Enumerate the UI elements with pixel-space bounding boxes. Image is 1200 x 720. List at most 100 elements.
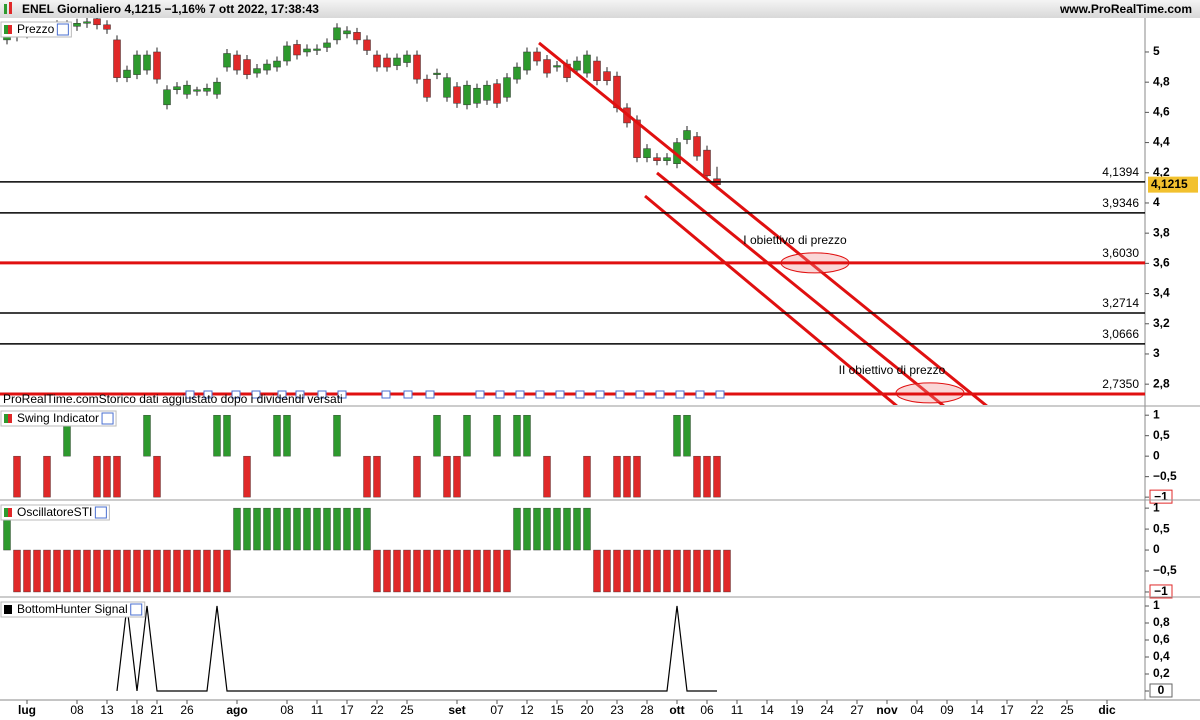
bar — [93, 549, 101, 593]
candle-body — [213, 81, 221, 95]
dividend-icon — [655, 390, 665, 399]
bar — [103, 455, 111, 498]
dividend-icon — [695, 390, 705, 399]
bar — [373, 455, 381, 498]
bar — [293, 507, 301, 551]
candle-body — [443, 77, 451, 98]
candle-body — [383, 57, 391, 68]
dividend-icon — [295, 390, 305, 399]
candle-body — [693, 136, 701, 157]
bar — [113, 549, 121, 593]
y-tick-label: −1 — [1154, 584, 1168, 598]
bar — [643, 549, 651, 593]
dividend-icon — [555, 390, 565, 399]
bar — [173, 549, 181, 593]
candle-body — [203, 87, 211, 92]
bar — [93, 455, 101, 498]
candle-body — [133, 54, 141, 75]
legend-swatch — [4, 414, 8, 423]
bar — [143, 414, 151, 457]
candle-body — [173, 86, 181, 90]
bar — [403, 549, 411, 593]
y-tick-label: 3,8 — [1153, 225, 1170, 239]
bar — [683, 414, 691, 457]
settings-icon — [101, 412, 114, 425]
bar — [43, 549, 51, 593]
y-tick-label: 0,5 — [1153, 521, 1170, 535]
dividend-icon — [595, 390, 605, 399]
x-tick-label: 27 — [850, 703, 864, 717]
bar — [573, 507, 581, 551]
bar — [603, 549, 611, 593]
bar — [463, 414, 471, 457]
y-tick-label: 3,4 — [1153, 286, 1170, 300]
candle-body — [683, 130, 691, 140]
legend-box — [0, 410, 117, 427]
bar — [123, 549, 131, 593]
bar — [713, 549, 721, 593]
x-tick-label: 06 — [700, 703, 714, 717]
panel-legend: OscillatoreSTI — [0, 504, 110, 521]
y-tick-label: 3,6 — [1153, 256, 1170, 270]
candle-body — [473, 87, 481, 104]
dividend-icon — [277, 390, 287, 399]
target-label: I obiettivo di prezzo — [743, 233, 847, 247]
y-tick-label: 0,4 — [1153, 649, 1170, 663]
x-tick-label: 24 — [820, 703, 834, 717]
y-tick-box — [1149, 584, 1173, 599]
bar — [283, 414, 291, 457]
bar — [133, 549, 141, 593]
candle-body — [233, 54, 241, 71]
candle-body — [73, 23, 81, 27]
bar — [23, 549, 31, 593]
bar — [13, 549, 21, 593]
x-tick-label: ott — [669, 703, 684, 717]
dividend-icon — [381, 390, 391, 399]
bar — [623, 455, 631, 498]
bar — [473, 549, 481, 593]
bar — [393, 549, 401, 593]
panel — [116, 605, 717, 692]
header-icon — [4, 4, 7, 14]
candle-body — [223, 53, 231, 68]
bar — [283, 507, 291, 551]
legend-swatch — [8, 605, 12, 614]
bar — [703, 455, 711, 498]
last-price-tag — [1148, 176, 1198, 193]
candle-body — [373, 54, 381, 68]
level-label: 4,1394 — [1102, 165, 1139, 179]
candle-body — [303, 48, 311, 53]
candle-body — [323, 42, 331, 48]
bar — [493, 414, 501, 457]
panel-legend: Prezzo — [0, 21, 72, 38]
bar — [543, 455, 551, 498]
bar — [583, 455, 591, 498]
x-tick-label: 19 — [790, 703, 804, 717]
bar — [243, 507, 251, 551]
x-tick-label: 17 — [1000, 703, 1014, 717]
panel-title: OscillatoreSTI — [17, 505, 92, 519]
x-tick-label: 18 — [130, 703, 144, 717]
bar — [13, 455, 21, 498]
x-tick-label: nov — [876, 703, 898, 717]
x-tick-label: 08 — [70, 703, 84, 717]
dividend-icon — [575, 390, 585, 399]
candle-body — [653, 157, 661, 161]
candle-body — [243, 59, 251, 75]
header-site: www.ProRealTime.com — [1059, 2, 1192, 16]
x-tick-label: 28 — [640, 703, 654, 717]
bar — [213, 414, 221, 457]
x-tick-label: 22 — [1030, 703, 1044, 717]
candle-body — [633, 119, 641, 158]
y-tick-label: 0 — [1158, 683, 1165, 697]
x-tick-label: ago — [226, 703, 247, 717]
bar — [413, 549, 421, 593]
candle-body — [603, 71, 611, 81]
bar — [583, 507, 591, 551]
bar — [553, 507, 561, 551]
legend-swatch — [4, 25, 8, 34]
level-label: 3,6030 — [1102, 246, 1139, 260]
candle-body — [103, 24, 111, 30]
dividend-icon — [337, 390, 347, 399]
